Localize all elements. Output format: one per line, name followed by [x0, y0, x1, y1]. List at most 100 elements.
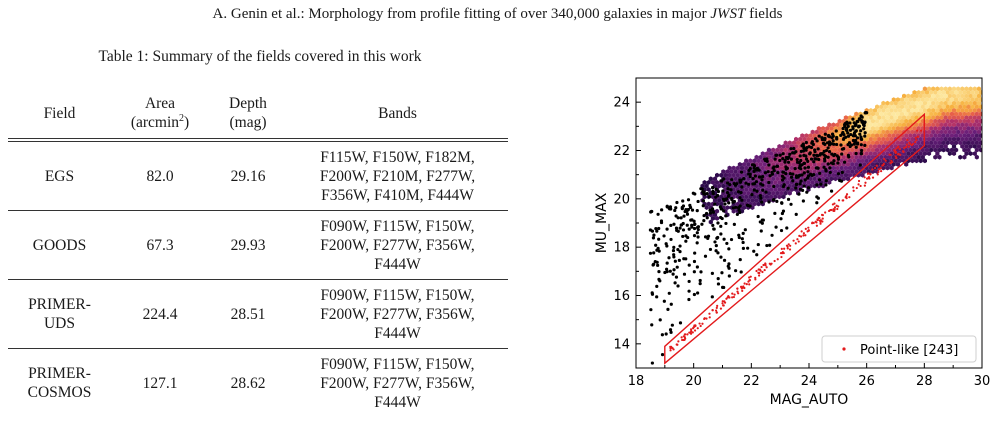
- density-hex: [956, 122, 961, 128]
- density-hex: [875, 147, 880, 153]
- density-hex: [872, 122, 878, 128]
- density-hex: [816, 126, 821, 131]
- sparse-point: [676, 284, 680, 288]
- density-hex: [897, 115, 902, 120]
- density-hex: [860, 158, 865, 164]
- point-like-point: [830, 208, 833, 212]
- density-hex: [775, 147, 780, 153]
- sparse-point: [760, 221, 764, 225]
- density-hex: [939, 93, 944, 99]
- point-like-point: [763, 268, 766, 272]
- sparse-point: [822, 165, 826, 169]
- sparse-point: [680, 205, 684, 210]
- density-hex: [978, 104, 982, 110]
- density-hex: [845, 147, 851, 153]
- density-hex: [931, 144, 936, 149]
- sparse-point: [862, 127, 866, 131]
- density-hex: [956, 86, 961, 92]
- density-hex: [951, 93, 957, 99]
- density-hex: [889, 165, 894, 171]
- density-hex: [773, 180, 778, 185]
- point-like-point: [883, 157, 886, 161]
- density-hex: [870, 140, 875, 146]
- density-hex: [941, 111, 946, 117]
- density-hex: [974, 118, 979, 124]
- density-hex: [850, 154, 855, 160]
- point-like-point: [671, 347, 674, 350]
- sparse-point: [686, 198, 691, 202]
- density-hex: [943, 122, 948, 128]
- sparse-point: [700, 222, 704, 226]
- density-hex: [891, 97, 896, 102]
- point-like-point: [816, 218, 819, 221]
- density-hex: [914, 144, 919, 149]
- sparse-point: [710, 207, 715, 211]
- density-hex: [870, 133, 875, 138]
- density-hex: [958, 133, 963, 138]
- density-hex: [943, 108, 948, 113]
- density-hex: [924, 126, 930, 131]
- sparse-point: [727, 274, 731, 278]
- density-hex: [974, 104, 979, 110]
- sparse-point: [755, 189, 759, 193]
- sparse-point: [863, 131, 867, 135]
- density-hex: [962, 147, 967, 153]
- density-hex: [937, 118, 942, 124]
- sparse-point: [806, 174, 811, 178]
- density-hex: [974, 154, 979, 160]
- density-hex: [945, 126, 950, 131]
- point-like-point: [910, 143, 914, 147]
- sparse-point: [756, 242, 760, 247]
- sparse-point: [853, 138, 858, 143]
- density-hex: [710, 194, 715, 200]
- density-hex: [746, 162, 751, 167]
- density-hex: [976, 115, 981, 120]
- density-hex: [870, 147, 875, 153]
- running-header: A. Genin et al.: Morphology from profile…: [0, 6, 995, 23]
- density-hex: [914, 115, 919, 120]
- sparse-point: [775, 153, 779, 157]
- point-like-point: [691, 331, 694, 334]
- sparse-point: [668, 269, 672, 273]
- density-hex: [910, 115, 915, 120]
- point-like-point: [889, 162, 892, 165]
- sparse-point: [796, 175, 800, 179]
- density-hex: [943, 144, 948, 149]
- sparse-point: [741, 240, 745, 245]
- sparse-point: [726, 187, 730, 191]
- point-like-point: [787, 243, 790, 246]
- density-hex: [947, 136, 952, 142]
- sparse-point: [657, 277, 661, 281]
- point-like-point: [827, 209, 831, 213]
- cell-depth: 29.16: [209, 140, 287, 211]
- density-hex: [968, 93, 973, 99]
- sparse-point: [730, 178, 734, 182]
- sparse-point: [734, 205, 738, 209]
- density-hex: [937, 90, 942, 95]
- density-hex: [960, 115, 965, 120]
- sparse-point: [699, 270, 703, 274]
- point-like-point: [836, 207, 839, 211]
- density-hex: [742, 169, 747, 174]
- density-hex: [771, 176, 776, 182]
- sparse-point: [693, 251, 697, 255]
- sparse-point: [779, 217, 783, 221]
- sparse-point: [692, 270, 696, 274]
- sparse-point: [808, 151, 812, 155]
- density-hex: [864, 158, 869, 164]
- density-hex: [814, 172, 819, 178]
- sparse-point: [767, 180, 771, 185]
- density-hex: [954, 147, 959, 153]
- sparse-point: [675, 265, 679, 269]
- density-hex: [947, 108, 952, 113]
- sparse-point: [798, 182, 802, 186]
- sparse-point: [827, 150, 832, 154]
- density-hex: [968, 151, 973, 156]
- sparse-point: [752, 188, 756, 192]
- sparse-point: [794, 186, 798, 190]
- density-hex: [848, 115, 853, 120]
- density-hex: [966, 133, 971, 138]
- density-hex: [864, 115, 869, 120]
- sparse-point: [830, 136, 834, 140]
- density-hex: [978, 147, 982, 153]
